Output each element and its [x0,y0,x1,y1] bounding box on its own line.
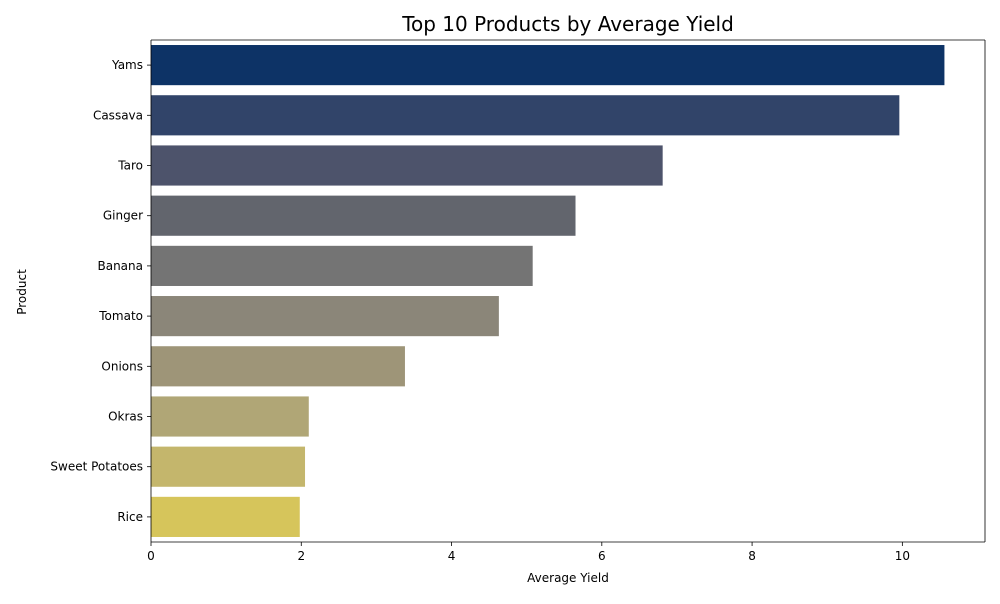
x-tick-label: 8 [748,549,756,563]
y-tick-label: Yams [111,58,143,72]
bar-yams [151,45,945,86]
x-tick-label: 0 [147,549,155,563]
x-tick-label: 6 [598,549,606,563]
bar-ginger [151,195,576,236]
bar-taro [151,145,663,186]
x-tick-label: 10 [895,549,910,563]
y-tick-label: Rice [117,510,143,524]
chart-title: Top 10 Products by Average Yield [401,12,734,36]
y-tick-label: Tomato [98,309,143,323]
y-tick-label: Sweet Potatoes [50,460,143,474]
y-tick-label: Taro [117,159,143,173]
bars-group [151,45,945,537]
y-tick-label: Onions [101,359,143,373]
bar-okras [151,396,309,437]
y-tick-group: Yams Cassava Taro Ginger Banana Tomato Onions O… [50,58,151,524]
bar-sweet-potatoes [151,446,306,487]
bar-banana [151,245,533,286]
y-tick-label: Ginger [103,209,143,223]
bar-tomato [151,296,499,337]
y-axis-label: Product [15,269,29,315]
x-axis-label: Average Yield [527,571,609,585]
x-tick-label: 2 [297,549,305,563]
bar-rice [151,496,300,537]
y-tick-label: Okras [108,410,143,424]
bar-cassava [151,95,900,136]
axes-frame [150,39,986,543]
y-tick-label: Banana [97,259,143,273]
x-tick-group: 0 2 4 6 8 10 [147,542,910,563]
y-tick-label: Cassava [93,108,143,122]
x-tick-label: 4 [448,549,456,563]
bar-onions [151,346,405,387]
